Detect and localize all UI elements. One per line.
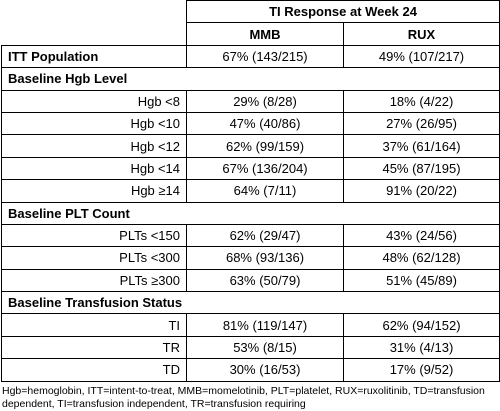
cell: 18% (4/22): [343, 89, 500, 113]
cell: 67% (143/215): [186, 44, 344, 69]
data-row: TR 53% (8/15) 31% (4/13): [1, 335, 500, 360]
cell: 30% (16/53): [186, 358, 344, 382]
row-label: ITT Population: [1, 44, 187, 69]
itt-row: ITT Population 67% (143/215) 49% (107/21…: [1, 44, 500, 69]
blank-cell: [1, 0, 187, 46]
row-label: PLTs ≥300: [1, 268, 187, 293]
cell: 91% (20/22): [343, 179, 500, 203]
cell: 63% (50/79): [186, 268, 344, 293]
footnote: Hgb=hemoglobin, ITT=intent-to-treat, MMB…: [2, 384, 485, 410]
data-row: PLTs <150 62% (29/47) 43% (24/56): [1, 223, 500, 248]
cell: 62% (29/47): [186, 223, 344, 248]
cell: 62% (99/159): [186, 134, 344, 158]
row-label: PLTs <300: [1, 246, 187, 270]
cell: 49% (107/217): [343, 44, 500, 69]
section-title: Baseline Hgb Level: [1, 67, 500, 91]
data-row: Hgb <12 62% (99/159) 37% (61/164): [1, 134, 500, 158]
data-row: Hgb <8 29% (8/28) 18% (4/22): [1, 89, 500, 113]
row-label: TR: [1, 335, 187, 360]
row-label: Hgb ≥14: [1, 179, 187, 203]
cell: 17% (9/52): [343, 358, 500, 382]
header-row: TI Response at Week 24: [1, 0, 500, 46]
cell: 68% (93/136): [186, 246, 344, 270]
section-row: Baseline Hgb Level: [1, 67, 500, 91]
cell: 64% (7/11): [186, 179, 344, 203]
cell: 31% (4/13): [343, 335, 500, 360]
data-row: Hgb <14 67% (136/204) 45% (87/195): [1, 156, 500, 181]
section-title: Baseline PLT Count: [1, 201, 500, 225]
row-label: Hgb <12: [1, 134, 187, 158]
cell: 43% (24/56): [343, 223, 500, 248]
section-title: Baseline Transfusion Status: [1, 291, 500, 315]
header-title: TI Response at Week 24: [186, 0, 500, 24]
cell: 37% (61/164): [343, 134, 500, 158]
cell: 45% (87/195): [343, 156, 500, 181]
cell: 81% (119/147): [186, 313, 344, 337]
cell: 53% (8/15): [186, 335, 344, 360]
row-label: TI: [1, 313, 187, 337]
results-table: TI Response at Week 24 MMB RUX ITT Popul…: [1, 0, 500, 382]
data-row: TI 81% (119/147) 62% (94/152): [1, 313, 500, 337]
data-row: Hgb ≥14 64% (7/11) 91% (20/22): [1, 179, 500, 203]
cell: 27% (26/95): [343, 111, 500, 136]
row-label: Hgb <8: [1, 89, 187, 113]
row-label: Hgb <14: [1, 156, 187, 181]
cell: 47% (40/86): [186, 111, 344, 136]
data-row: TD 30% (16/53) 17% (9/52): [1, 358, 500, 382]
data-row: PLTs ≥300 63% (50/79) 51% (45/89): [1, 268, 500, 293]
cell: 29% (8/28): [186, 89, 344, 113]
section-row: Baseline Transfusion Status: [1, 291, 500, 315]
data-row: PLTs <300 68% (93/136) 48% (62/128): [1, 246, 500, 270]
column-header: RUX: [343, 22, 500, 46]
row-label: Hgb <10: [1, 111, 187, 136]
cell: 67% (136/204): [186, 156, 344, 181]
row-label: TD: [1, 358, 187, 382]
table-body: TI Response at Week 24 MMB RUX ITT Popul…: [1, 0, 500, 382]
data-row: Hgb <10 47% (40/86) 27% (26/95): [1, 111, 500, 136]
section-row: Baseline PLT Count: [1, 201, 500, 225]
cell: 48% (62/128): [343, 246, 500, 270]
column-header: MMB: [186, 22, 344, 46]
cell: 51% (45/89): [343, 268, 500, 293]
row-label: PLTs <150: [1, 223, 187, 248]
cell: 62% (94/152): [343, 313, 500, 337]
